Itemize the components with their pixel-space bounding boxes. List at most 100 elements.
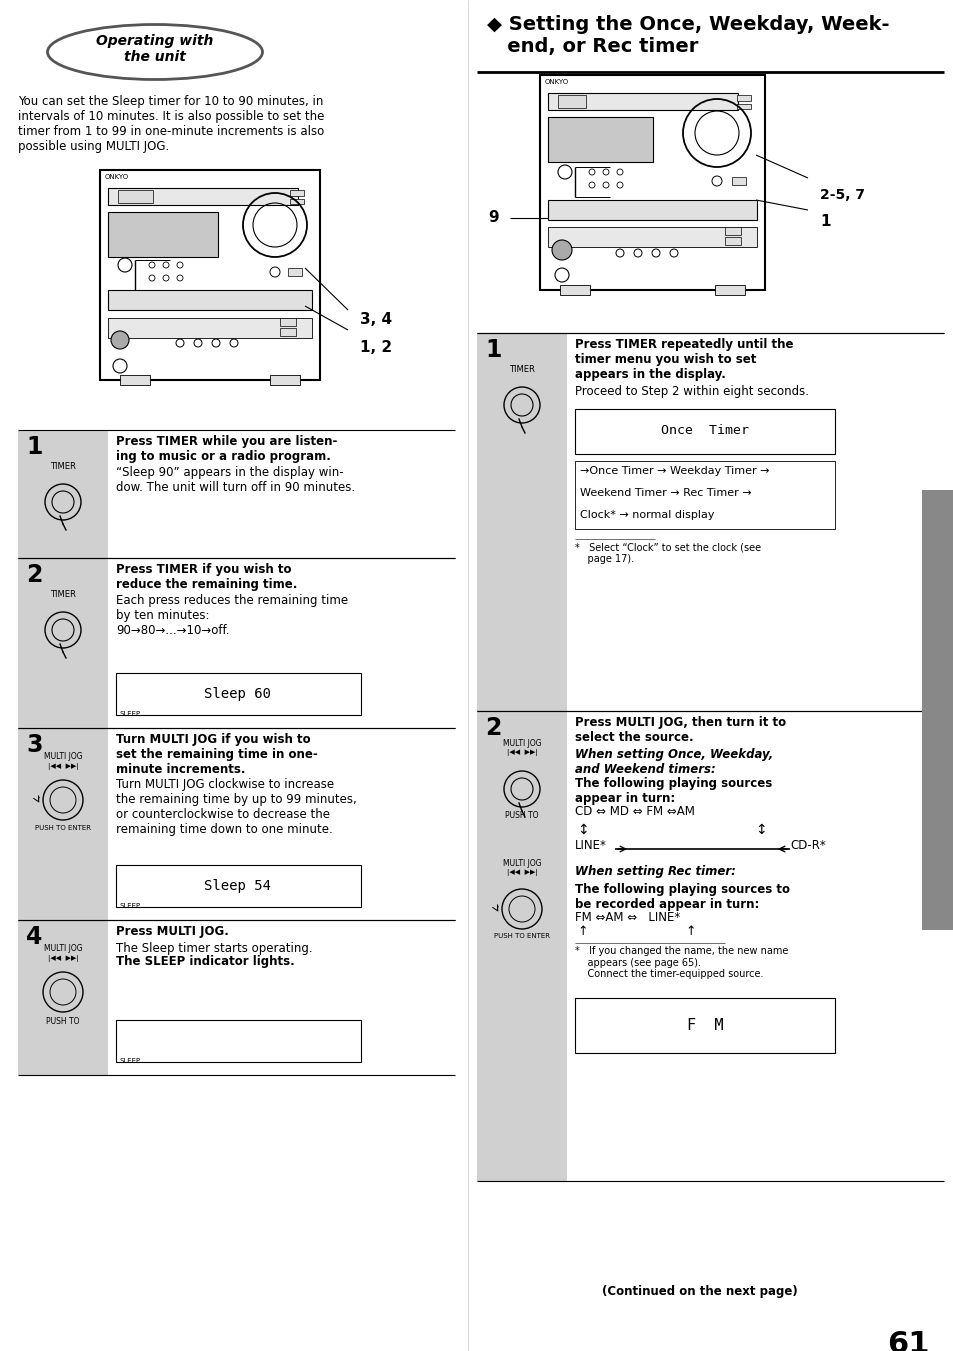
Text: 2: 2 (26, 563, 42, 586)
Bar (288, 267, 302, 276)
Text: SLEEP: SLEEP (120, 1058, 141, 1065)
Text: PUSH TO ENTER: PUSH TO ENTER (494, 934, 550, 939)
Text: TIMER: TIMER (509, 365, 535, 374)
Text: |◀◀  ▶▶|: |◀◀ ▶▶| (506, 748, 537, 757)
Text: 61: 61 (886, 1329, 929, 1351)
Bar (547, 227, 757, 247)
Text: F  M: F M (686, 1017, 722, 1032)
Bar (18, 728, 108, 920)
Text: The following playing sources
appear in turn:: The following playing sources appear in … (575, 777, 771, 805)
Text: PUSH TO ENTER: PUSH TO ENTER (35, 825, 91, 831)
Text: →Once Timer → Weekday Timer →: →Once Timer → Weekday Timer → (579, 466, 769, 476)
Text: Clock* → normal display: Clock* → normal display (579, 509, 714, 520)
Text: Proceed to Step 2 within eight seconds.: Proceed to Step 2 within eight seconds. (575, 385, 808, 399)
Text: MULTI JOG: MULTI JOG (502, 859, 540, 867)
Circle shape (111, 331, 129, 349)
Bar (100, 170, 319, 380)
Text: |◀◀  ▶▶|: |◀◀ ▶▶| (506, 869, 537, 875)
Text: SLEEP: SLEEP (120, 711, 141, 717)
Text: ONKYO: ONKYO (544, 78, 569, 85)
Bar (108, 317, 312, 338)
Text: TIMER: TIMER (50, 462, 76, 471)
Bar (539, 76, 764, 290)
Text: MULTI JOG: MULTI JOG (44, 944, 82, 952)
Bar (547, 118, 652, 162)
Bar (737, 104, 750, 109)
Text: ↑: ↑ (684, 925, 695, 938)
Text: ↕: ↕ (577, 823, 588, 838)
Text: 1, 2: 1, 2 (359, 339, 392, 354)
Bar (575, 409, 834, 454)
Text: 3: 3 (26, 734, 43, 757)
Text: 3, 4: 3, 4 (359, 312, 392, 327)
Text: SLEEP: SLEEP (120, 902, 141, 909)
Bar (575, 461, 834, 530)
Text: 4: 4 (26, 925, 42, 948)
Text: Press MULTI JOG.: Press MULTI JOG. (116, 925, 229, 938)
Text: 1: 1 (484, 338, 501, 362)
Text: FM ⇔AM ⇔   LINE*: FM ⇔AM ⇔ LINE* (575, 911, 679, 924)
Text: ↑: ↑ (577, 925, 587, 938)
Bar (18, 430, 108, 558)
Text: ↕: ↕ (754, 823, 766, 838)
Text: MULTI JOG: MULTI JOG (44, 753, 82, 761)
Circle shape (552, 240, 572, 259)
Bar (731, 177, 745, 185)
Bar (476, 332, 566, 711)
Text: *   If you changed the name, the new name
    appears (see page 65).
    Connect: * If you changed the name, the new name … (575, 946, 787, 979)
Bar (116, 865, 360, 907)
Text: the unit: the unit (124, 50, 186, 63)
Bar (120, 376, 150, 385)
Bar (116, 1020, 360, 1062)
Text: When setting Once, Weekday,
and Weekend timers:: When setting Once, Weekday, and Weekend … (575, 748, 773, 775)
Bar (724, 236, 740, 245)
Bar (476, 711, 566, 1181)
Text: |◀◀  ▶▶|: |◀◀ ▶▶| (48, 763, 78, 770)
Bar (575, 998, 834, 1052)
Text: Sleep 60: Sleep 60 (204, 688, 272, 701)
Bar (108, 212, 218, 257)
Bar (737, 95, 750, 101)
Bar (270, 376, 299, 385)
Text: You can set the Sleep timer for 10 to 90 minutes, in
intervals of 10 minutes. It: You can set the Sleep timer for 10 to 90… (18, 95, 324, 153)
Text: The following playing sources to
be recorded appear in turn:: The following playing sources to be reco… (575, 884, 789, 911)
Bar (118, 190, 152, 203)
Text: CD ⇔ MD ⇔ FM ⇔AM: CD ⇔ MD ⇔ FM ⇔AM (575, 805, 694, 817)
Text: Weekend Timer → Rec Timer →: Weekend Timer → Rec Timer → (579, 488, 751, 499)
Text: The Sleep timer starts operating.: The Sleep timer starts operating. (116, 942, 313, 955)
Bar (547, 93, 738, 109)
Text: Operating with: Operating with (96, 34, 213, 49)
Text: Turn MULTI JOG clockwise to increase
the remaining time by up to 99 minutes,
or : Turn MULTI JOG clockwise to increase the… (116, 778, 356, 836)
Bar (116, 673, 360, 715)
Bar (559, 285, 589, 295)
Text: Press TIMER while you are listen-
ing to music or a radio program.: Press TIMER while you are listen- ing to… (116, 435, 337, 463)
Text: |◀◀  ▶▶|: |◀◀ ▶▶| (48, 955, 78, 962)
Bar (280, 317, 295, 326)
Bar (921, 490, 953, 929)
Bar (558, 95, 585, 108)
Text: Once  Timer: Once Timer (660, 424, 748, 438)
Text: 2-5, 7: 2-5, 7 (820, 188, 864, 203)
Bar (724, 227, 740, 235)
Text: CD-R*: CD-R* (789, 839, 825, 852)
Bar (290, 190, 304, 196)
Bar (714, 285, 744, 295)
Text: LINE*: LINE* (575, 839, 606, 852)
Bar (547, 200, 757, 220)
Text: 9: 9 (488, 211, 498, 226)
Text: 1: 1 (26, 435, 42, 459)
Bar (108, 188, 297, 205)
Text: ONKYO: ONKYO (105, 174, 129, 180)
Text: Each press reduces the remaining time
by ten minutes:
90→80→...→10→off.: Each press reduces the remaining time by… (116, 594, 348, 638)
Text: Press TIMER if you wish to
reduce the remaining time.: Press TIMER if you wish to reduce the re… (116, 563, 297, 590)
Bar (18, 558, 108, 728)
Text: (Continued on the next page): (Continued on the next page) (601, 1285, 797, 1298)
Text: The SLEEP indicator lights.: The SLEEP indicator lights. (116, 955, 294, 969)
Text: Sleep 54: Sleep 54 (204, 880, 272, 893)
Text: Turn MULTI JOG if you wish to
set the remaining time in one-
minute increments.: Turn MULTI JOG if you wish to set the re… (116, 734, 317, 775)
Ellipse shape (48, 24, 262, 80)
Text: PUSH TO: PUSH TO (46, 1017, 80, 1025)
Text: *   Select “Clock” to set the clock (see
    page 17).: * Select “Clock” to set the clock (see p… (575, 542, 760, 563)
Text: TIMER: TIMER (50, 590, 76, 598)
Text: MULTI JOG: MULTI JOG (502, 739, 540, 748)
